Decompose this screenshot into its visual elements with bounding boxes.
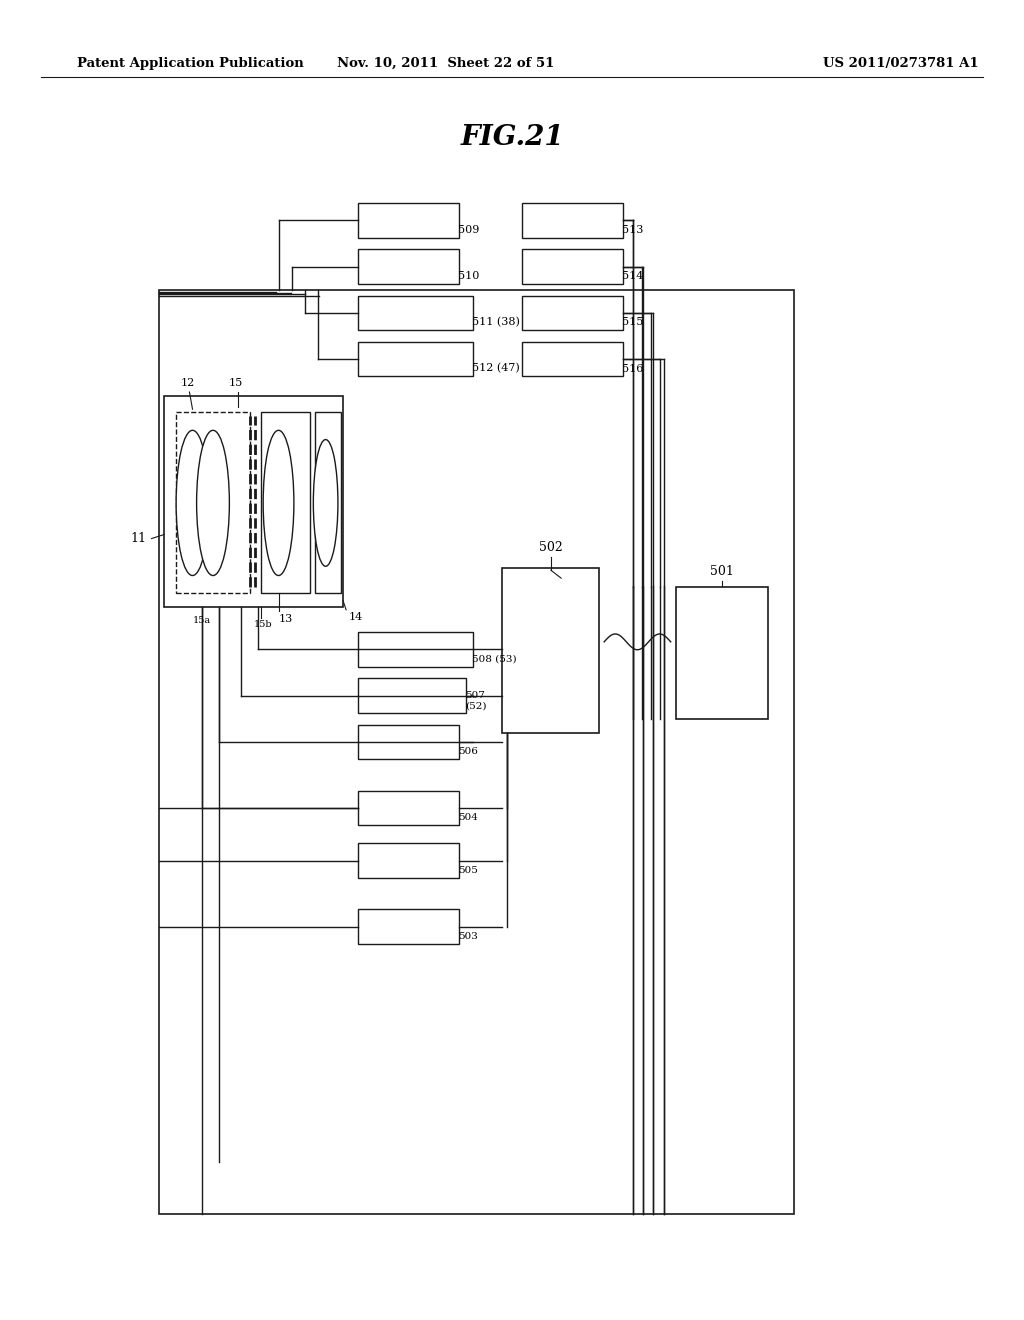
Ellipse shape <box>197 430 229 576</box>
Text: 504: 504 <box>458 813 477 822</box>
Text: 15b: 15b <box>254 620 272 630</box>
Bar <box>522 342 623 376</box>
Ellipse shape <box>263 430 294 576</box>
Text: 14: 14 <box>348 612 362 623</box>
Text: 516: 516 <box>622 363 643 374</box>
Text: 13: 13 <box>279 614 293 624</box>
Text: US 2011/0273781 A1: US 2011/0273781 A1 <box>823 57 979 70</box>
Text: 12: 12 <box>180 378 195 388</box>
Bar <box>176 412 250 593</box>
Text: 503: 503 <box>458 932 477 941</box>
Text: 502: 502 <box>539 541 563 554</box>
Bar <box>358 632 473 667</box>
Ellipse shape <box>176 430 209 576</box>
Bar <box>164 396 343 607</box>
Text: 15: 15 <box>228 378 243 388</box>
Bar <box>358 296 473 330</box>
Bar <box>522 203 623 238</box>
Text: 513: 513 <box>622 224 643 235</box>
Bar <box>358 342 473 376</box>
Text: 515: 515 <box>622 317 643 327</box>
Text: 11: 11 <box>130 532 146 545</box>
Ellipse shape <box>313 440 338 566</box>
Bar <box>522 249 623 284</box>
Text: 510: 510 <box>458 271 479 281</box>
Text: 512 (47): 512 (47) <box>472 363 520 374</box>
Bar <box>315 412 341 593</box>
Text: Nov. 10, 2011  Sheet 22 of 51: Nov. 10, 2011 Sheet 22 of 51 <box>337 57 554 70</box>
Text: 505: 505 <box>458 866 477 875</box>
Text: 514: 514 <box>622 271 643 281</box>
Text: 15a: 15a <box>193 616 211 626</box>
Bar <box>358 909 459 944</box>
Bar <box>358 725 459 759</box>
Bar <box>358 249 459 284</box>
Text: 509: 509 <box>458 224 479 235</box>
Text: FIG.21: FIG.21 <box>460 124 564 150</box>
Bar <box>502 568 599 733</box>
Text: 508 (53): 508 (53) <box>472 655 517 664</box>
Text: 501: 501 <box>710 565 734 578</box>
Bar <box>676 587 768 719</box>
Text: 507
(52): 507 (52) <box>465 690 486 710</box>
Bar <box>159 290 794 1214</box>
Bar <box>522 296 623 330</box>
Bar <box>358 791 459 825</box>
Text: 506: 506 <box>458 747 477 756</box>
Text: 511 (38): 511 (38) <box>472 317 520 327</box>
Bar <box>261 412 310 593</box>
Bar <box>358 678 466 713</box>
Bar <box>358 843 459 878</box>
Bar <box>358 203 459 238</box>
Text: Patent Application Publication: Patent Application Publication <box>77 57 303 70</box>
